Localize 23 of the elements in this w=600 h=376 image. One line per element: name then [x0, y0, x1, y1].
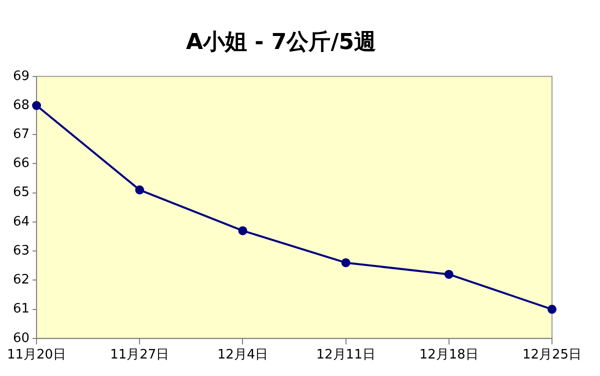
- y-tick-label: 64: [12, 214, 30, 230]
- y-tick-label: 66: [12, 156, 30, 172]
- x-tick-label: 12月4日: [217, 348, 268, 363]
- x-tick-label: 11月20日: [6, 348, 66, 363]
- x-tick-label: 12月25日: [522, 348, 582, 363]
- y-tick-label: 67: [12, 126, 30, 142]
- x-tick-label: 12月18日: [419, 348, 478, 363]
- point: [444, 270, 454, 279]
- point: [548, 304, 556, 314]
- y-tick-label: 69: [12, 68, 30, 84]
- y-tick-label: 61: [12, 302, 30, 317]
- y-tick-label: 60: [12, 330, 30, 346]
- point: [135, 185, 144, 194]
- x-tick-label: 11月27日: [110, 348, 170, 363]
- y-tick-label: 63: [12, 243, 30, 258]
- x-tick-label: 12月11日: [316, 348, 376, 363]
- y-tick-label: 62: [12, 272, 30, 288]
- point: [341, 258, 350, 268]
- y-tick-label: 65: [12, 185, 30, 200]
- point: [238, 226, 248, 236]
- chart-title: A小姐 - 7公斤/5週: [186, 30, 376, 55]
- y-tick-label: 68: [12, 98, 30, 113]
- point: [32, 101, 42, 110]
